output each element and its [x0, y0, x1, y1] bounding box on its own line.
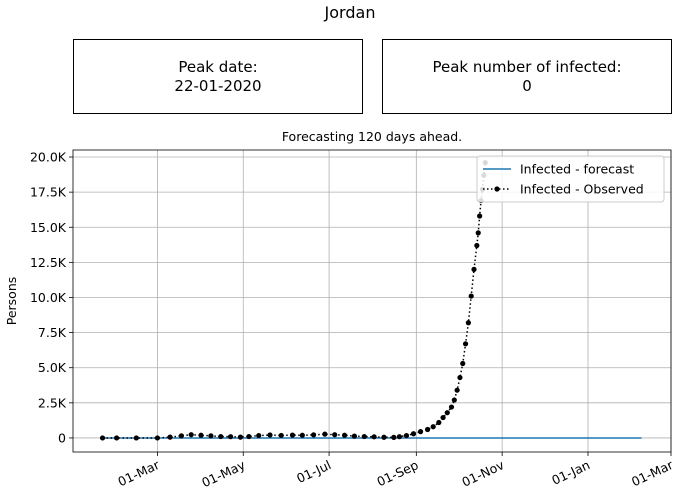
chart-title: Forecasting 120 days ahead. — [282, 129, 462, 144]
data-point-observed — [227, 434, 234, 440]
x-tick-label: 01-Sep — [374, 457, 420, 489]
x-tick-label: 01-May — [199, 457, 248, 490]
legend-box — [476, 155, 665, 203]
data-point-observed — [436, 419, 442, 426]
data-point-observed — [133, 435, 139, 441]
y-tick-label: 5.0K — [38, 360, 67, 375]
data-point-observed — [391, 434, 397, 440]
data-point-observed — [468, 293, 474, 299]
legend-label: Infected - Observed — [520, 182, 644, 197]
data-point-observed — [457, 374, 463, 381]
data-point-observed — [167, 434, 173, 440]
data-point-observed — [424, 426, 431, 433]
data-point-observed — [351, 433, 358, 439]
data-point-observed — [114, 435, 120, 441]
peak-date-value: 22-01-2020 — [174, 76, 262, 95]
data-point-observed — [371, 434, 377, 440]
data-point-observed — [246, 433, 252, 440]
data-point-observed — [381, 434, 387, 440]
data-point-observed — [154, 435, 161, 441]
data-point-observed — [256, 432, 262, 439]
data-point-observed — [477, 213, 483, 219]
data-point-observed — [444, 410, 450, 416]
series-line-observed — [102, 162, 487, 439]
data-point-observed — [341, 432, 348, 438]
y-axis-label: Persons — [4, 277, 19, 326]
data-point-observed — [460, 360, 466, 367]
legend-marker-observed — [494, 186, 500, 192]
data-point-observed — [474, 242, 480, 249]
y-tick-label: 12.5K — [30, 255, 67, 270]
data-point-observed — [475, 230, 481, 236]
peak-date-box: Peak date: 22-01-2020 — [73, 39, 363, 114]
data-point-observed — [440, 414, 446, 421]
data-point-observed — [278, 432, 284, 439]
data-point-observed — [289, 432, 296, 438]
data-point-observed — [430, 424, 436, 430]
data-point-observed — [299, 432, 305, 438]
plot-frame — [72, 149, 672, 453]
data-point-observed — [361, 433, 367, 440]
x-tick-label: 01-Jul — [294, 457, 333, 486]
x-tick-label: 01-Jan — [549, 457, 592, 488]
x-tick-label: 01-Mar — [115, 457, 162, 490]
data-point-observed — [403, 432, 410, 439]
y-tick-label: 10.0K — [30, 290, 67, 305]
data-point-observed — [410, 431, 417, 437]
peak-infected-box: Peak number of infected: 0 — [382, 39, 672, 114]
data-point-observed — [462, 341, 469, 347]
data-point-observed — [396, 434, 403, 440]
data-point-observed — [311, 432, 317, 438]
data-point-observed — [218, 433, 224, 440]
peak-infected-value: 0 — [522, 76, 532, 95]
x-tick-label: 01-Nov — [459, 457, 506, 490]
data-point-observed — [188, 432, 194, 438]
data-point-observed — [417, 429, 424, 435]
data-point-observed — [237, 434, 244, 440]
data-point-observed — [208, 433, 214, 439]
data-point-observed — [465, 320, 471, 326]
data-point-observed — [99, 435, 106, 441]
data-point-observed — [448, 404, 455, 410]
y-tick-label: 17.5K — [30, 185, 67, 200]
legend-label: Infected - forecast — [520, 162, 634, 177]
x-tick-label: 01-Mar — [629, 457, 676, 490]
y-tick-label: 20.0K — [30, 150, 67, 165]
y-tick-label: 7.5K — [38, 325, 67, 340]
peak-infected-label: Peak number of infected: — [432, 57, 622, 76]
y-tick-label: 0 — [58, 430, 66, 445]
data-point-observed — [451, 397, 457, 403]
peak-date-label: Peak date: — [178, 57, 258, 76]
data-point-observed — [454, 387, 460, 393]
data-point-observed — [471, 266, 477, 272]
data-point-observed — [198, 432, 204, 438]
data-point-observed — [332, 432, 338, 438]
data-point-observed — [178, 433, 184, 439]
data-point-observed — [322, 431, 328, 437]
y-tick-label: 2.5K — [38, 395, 67, 410]
figure-title: Jordan — [324, 3, 376, 22]
data-point-observed — [267, 432, 273, 438]
y-tick-label: 15.0K — [30, 220, 67, 235]
